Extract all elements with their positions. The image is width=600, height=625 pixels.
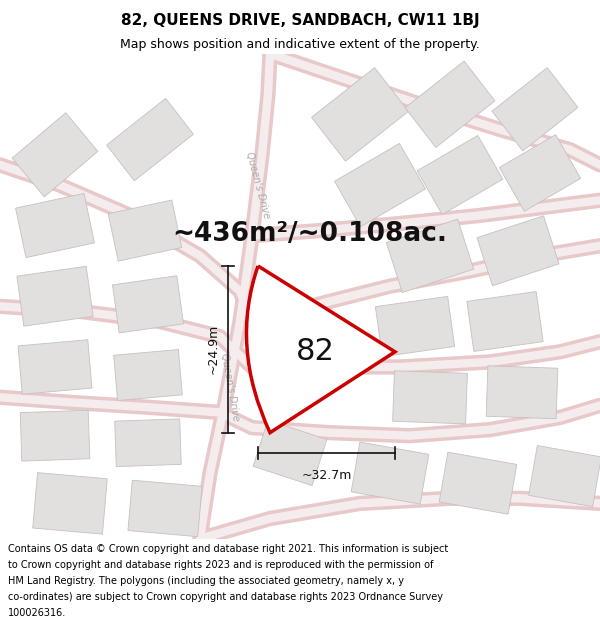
Bar <box>16 194 94 258</box>
Text: 82: 82 <box>296 338 334 366</box>
Text: ~32.7m: ~32.7m <box>301 469 352 482</box>
Bar <box>477 216 559 286</box>
Bar <box>264 319 332 374</box>
Bar <box>108 200 182 261</box>
Bar <box>33 472 107 534</box>
Bar <box>486 366 558 419</box>
Text: 82, QUEENS DRIVE, SANDBACH, CW11 1BJ: 82, QUEENS DRIVE, SANDBACH, CW11 1BJ <box>121 13 479 28</box>
Bar <box>335 143 425 227</box>
Bar <box>467 292 543 351</box>
Bar <box>115 419 181 467</box>
Text: HM Land Registry. The polygons (including the associated geometry, namely x, y: HM Land Registry. The polygons (includin… <box>8 576 404 586</box>
Text: ~24.9m: ~24.9m <box>207 324 220 374</box>
PathPatch shape <box>247 266 395 432</box>
Text: Queen's Drive: Queen's Drive <box>219 352 241 422</box>
Text: ~436m²/~0.108ac.: ~436m²/~0.108ac. <box>173 221 448 247</box>
Bar <box>20 410 90 461</box>
Bar <box>18 340 92 394</box>
Text: Map shows position and indicative extent of the property.: Map shows position and indicative extent… <box>120 38 480 51</box>
Bar <box>311 68 409 161</box>
Bar <box>439 452 517 514</box>
Bar <box>405 61 495 148</box>
Bar <box>113 349 182 401</box>
Text: to Crown copyright and database rights 2023 and is reproduced with the permissio: to Crown copyright and database rights 2… <box>8 560 433 570</box>
Bar <box>417 136 503 214</box>
Bar <box>392 371 467 424</box>
Bar <box>17 266 93 326</box>
Bar <box>107 98 193 181</box>
Bar <box>112 276 184 333</box>
Bar <box>12 112 98 197</box>
Text: 100026316.: 100026316. <box>8 608 66 618</box>
Bar <box>253 420 327 486</box>
Text: Queen's Drive: Queen's Drive <box>244 151 272 219</box>
Bar <box>499 134 581 211</box>
Bar <box>492 68 578 151</box>
Bar <box>351 442 429 504</box>
Bar <box>386 219 473 292</box>
Text: co-ordinates) are subject to Crown copyright and database rights 2023 Ordnance S: co-ordinates) are subject to Crown copyr… <box>8 592 443 602</box>
Bar <box>128 480 202 537</box>
Text: Contains OS data © Crown copyright and database right 2021. This information is : Contains OS data © Crown copyright and d… <box>8 544 448 554</box>
Bar <box>376 296 455 357</box>
Bar <box>529 446 600 507</box>
